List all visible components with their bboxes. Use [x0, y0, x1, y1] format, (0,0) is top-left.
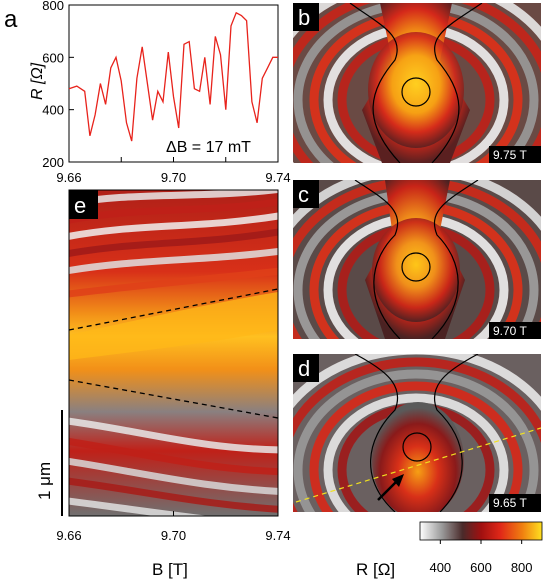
panel-c-map	[293, 180, 541, 339]
panel-d-field-label: 9.65 T	[493, 496, 527, 510]
colorbar-title: R [Ω]	[356, 560, 395, 579]
panel-label-e: e	[74, 193, 86, 218]
panel-e-xlabel: B [T]	[152, 560, 188, 579]
e-x-tick-label: 9.66	[56, 528, 81, 543]
panel-e-map	[69, 190, 278, 516]
e-x-tick-label: 9.74	[265, 528, 290, 543]
colorbar-gradient	[419, 521, 543, 541]
panel-e-x-ticks: 9.66 9.70 9.74	[56, 511, 291, 543]
y-tick-label: 600	[42, 50, 64, 65]
colorbar-tick-label: 600	[470, 560, 492, 575]
panel-a-x-ticks: 9.66 9.70 9.74	[56, 157, 291, 185]
panel-label-a: a	[4, 6, 18, 33]
y-tick-label: 200	[42, 155, 64, 170]
x-tick-label: 9.74	[265, 170, 290, 185]
resistance-trace	[68, 11, 278, 142]
panel-a-ylabel: R [Ω]	[29, 62, 46, 100]
panel-c-field-label: 9.70 T	[493, 324, 527, 338]
panel-d-map	[293, 354, 541, 512]
y-tick-label: 400	[42, 103, 64, 118]
panel-c: c 9.70 T	[293, 180, 541, 339]
e-x-tick-label: 9.70	[161, 528, 186, 543]
panel-a: a R [Ω] 800 600 400 200 9.66 9.70 9.74 ΔB = 1…	[4, 0, 291, 185]
colorbar-ticks: 400 600 800	[429, 540, 533, 575]
panel-label-d: d	[298, 356, 310, 381]
x-tick-label: 9.70	[161, 170, 186, 185]
panel-a-y-ticks: 800 600 400 200	[42, 0, 74, 170]
field-period-annotation: ΔB = 17 mT	[166, 139, 251, 156]
x-tick-label: 9.66	[56, 170, 81, 185]
panel-b: b 9.75 T	[293, 3, 541, 163]
panel-d: d 9.65 T	[293, 354, 541, 512]
panel-b-map	[293, 3, 541, 163]
panel-label-c: c	[298, 182, 309, 207]
panel-e: e 1 μm 9.66 9.70 9.74 B [T]	[35, 189, 291, 579]
y-tick-label: 800	[42, 0, 64, 13]
colorbar: R [Ω] 400 600 800	[356, 521, 543, 579]
colorbar-tick-label: 400	[429, 560, 451, 575]
colorbar-tick-label: 800	[511, 560, 533, 575]
panel-b-field-label: 9.75 T	[493, 148, 527, 162]
panel-label-b: b	[298, 5, 310, 30]
scale-bar-label: 1 μm	[35, 462, 54, 500]
arrow-icon	[377, 474, 404, 501]
